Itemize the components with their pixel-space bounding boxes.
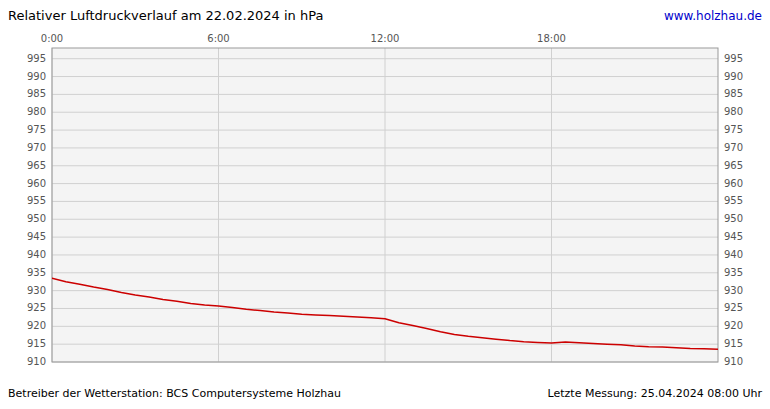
plot-area: [52, 48, 718, 362]
y2-tick-label: 975: [724, 124, 743, 135]
x-tick-label: 6:00: [207, 33, 229, 44]
y2-tick-label: 910: [724, 356, 743, 367]
y2-tick-label: 925: [724, 302, 743, 313]
pressure-line: [52, 278, 718, 349]
y-tick-label: 955: [27, 195, 46, 206]
y2-tick-label: 990: [724, 71, 743, 82]
grid-line-x: [551, 48, 552, 362]
y2-tick-label: 985: [724, 88, 743, 99]
y-tick-label: 995: [27, 53, 46, 64]
y-axis: 910 915 920 925 930 935 940 945 950 955 960 965 970 9…: [27, 53, 46, 367]
y-tick-label: 945: [27, 231, 46, 242]
y-tick-label: 910: [27, 356, 46, 367]
grid-line-x: [385, 48, 386, 362]
title: Relativer Luftdruckverlauf am 22.02.2024…: [8, 8, 323, 23]
y2-tick-label: 920: [724, 320, 743, 331]
y2-tick-label: 935: [724, 267, 743, 278]
x-tick-label: 18:00: [537, 33, 566, 44]
y2-tick-label: 940: [724, 249, 743, 260]
y2-tick-label: 950: [724, 213, 743, 224]
footer-right: Letzte Messung: 25.04.2024 08:00 Uhr: [548, 387, 763, 400]
series: [52, 278, 718, 349]
chart: 910 915 920 925 930 935 940 945 950 955 960 965 970 9…: [0, 0, 770, 409]
y-tick-label: 930: [27, 285, 46, 296]
url: www.holzhau.de: [664, 9, 762, 23]
y2-tick-label: 955: [724, 195, 743, 206]
y-tick-label: 950: [27, 213, 46, 224]
y-tick-label: 915: [27, 338, 46, 349]
y2-tick-label: 930: [724, 285, 743, 296]
grid: [52, 48, 718, 362]
y-tick-label: 935: [27, 267, 46, 278]
y2-tick-label: 965: [724, 160, 743, 171]
y-tick-label: 960: [27, 178, 46, 189]
plot-frame: [52, 48, 718, 362]
y-tick-label: 940: [27, 249, 46, 260]
y-tick-label: 975: [27, 124, 46, 135]
y2-tick-label: 945: [724, 231, 743, 242]
x-tick-label: 12:00: [371, 33, 400, 44]
y-tick-label: 990: [27, 71, 46, 82]
y2-tick-label: 995: [724, 53, 743, 64]
x-tick-label: 0:00: [41, 33, 63, 44]
grid-line-x: [218, 48, 219, 362]
y2-axis: 910 915 920 925 930 935 940 945 950 955 960 965 970 9…: [724, 53, 743, 367]
y2-tick-label: 915: [724, 338, 743, 349]
y-tick-label: 920: [27, 320, 46, 331]
y2-tick-label: 970: [724, 142, 743, 153]
y2-tick-label: 960: [724, 178, 743, 189]
y-tick-label: 970: [27, 142, 46, 153]
x-axis: 0:00 6:00 12:00 18:00: [41, 33, 566, 44]
y-tick-label: 980: [27, 106, 46, 117]
y-tick-label: 965: [27, 160, 46, 171]
y2-tick-label: 980: [724, 106, 743, 117]
y-tick-label: 985: [27, 88, 46, 99]
y-tick-label: 925: [27, 302, 46, 313]
footer-left: Betreiber der Wetterstation: BCS Compute…: [8, 387, 341, 400]
